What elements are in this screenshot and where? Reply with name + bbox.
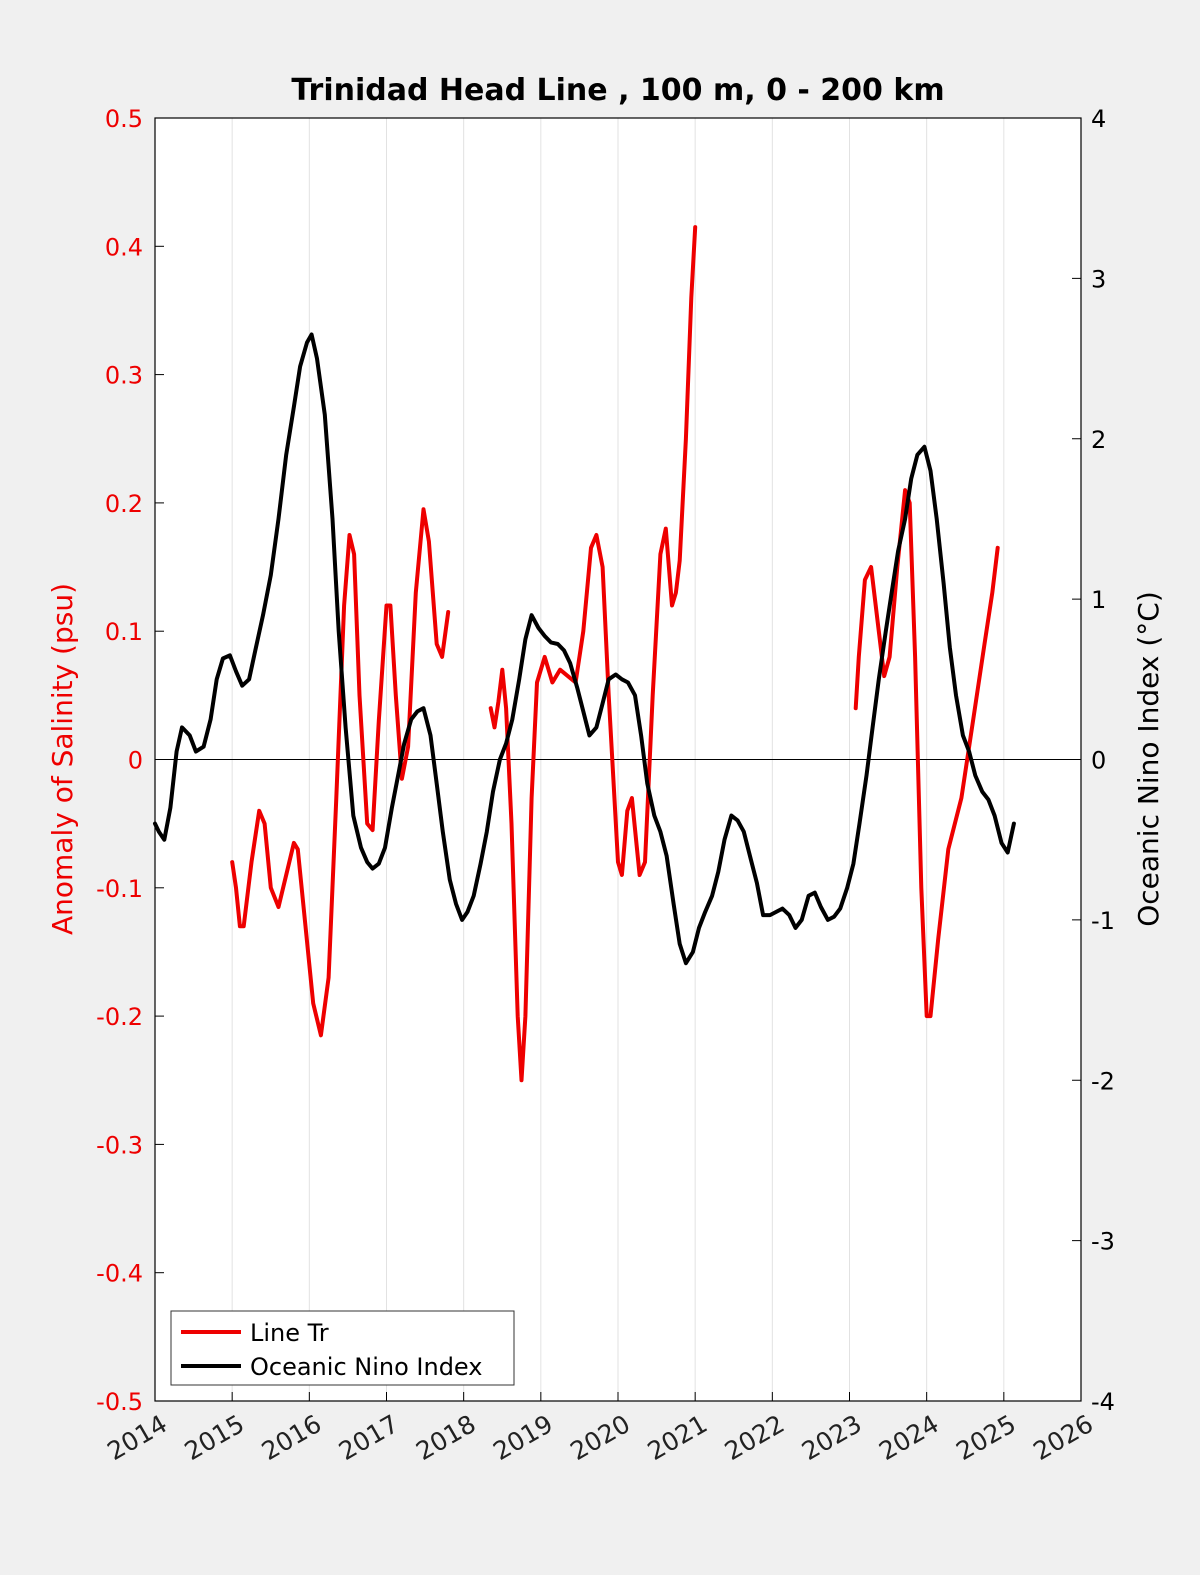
legend-box [170,1310,515,1386]
y-tick-label-right: -2 [1091,1067,1115,1095]
y-tick-label-left: 0.3 [105,362,143,390]
y-tick-label-left: -0.2 [96,1003,143,1031]
salinity-series-line [488,225,698,1083]
x-tick-label: 2018 [411,1409,481,1466]
right-axis: 4 3 2 1 0 -1 -2 -3 -4 [1072,105,1115,1416]
x-tick-label: 2017 [334,1409,404,1466]
x-tick-label: 2014 [102,1409,172,1466]
y-tick-label-left: -0.4 [96,1260,143,1288]
x-tick-label: 2022 [720,1409,790,1466]
x-tick-label: 2015 [180,1409,250,1466]
y-tick-label-right: -1 [1091,907,1115,935]
x-tick-label: 2016 [257,1409,327,1466]
y-tick-label-right: -4 [1091,1388,1115,1416]
y-axis-label-left: Anomaly of Salinity (psu) [46,583,79,935]
y-tick-label-left: 0.1 [105,618,143,646]
x-tick-label: 2019 [488,1409,558,1466]
y-tick-label-right: 0 [1091,747,1106,775]
left-axis: 0.5 0.4 0.3 0.2 0.1 0 -0.1 -0.2 -0.3 -0.4 -0.5 [96,105,164,1416]
y-axis-label-right: Oceanic Nino Index (°C) [1132,591,1165,927]
legend: Line Tr Oceanic Nino Index [170,1310,515,1386]
x-tick-label: 2025 [951,1409,1021,1466]
y-tick-label-right: 4 [1091,105,1106,133]
x-tick-label: 2023 [797,1409,867,1466]
oni-series-line [153,332,1016,966]
x-tick-label: 2026 [1028,1409,1098,1466]
y-tick-label-left: 0.4 [105,233,143,261]
y-tick-label-left: 0.2 [105,490,143,518]
y-tick-label-left: -0.3 [96,1131,143,1159]
y-tick-label-right: 2 [1091,426,1106,454]
x-axis: 2014 2015 2016 2017 2018 2019 2020 2021 2022 2023… [102,1392,1098,1466]
y-tick-label-right: 1 [1091,586,1106,614]
y-tick-label-left: 0 [128,747,143,775]
legend-label-salinity: Line Tr [250,1319,329,1347]
x-tick-label: 2024 [874,1409,944,1466]
x-tick-label: 2021 [643,1409,713,1466]
y-tick-label-left: -0.5 [96,1388,143,1416]
y-tick-label-right: 3 [1091,265,1106,293]
y-tick-label-right: -3 [1091,1228,1115,1256]
chart-title: Trinidad Head Line , 100 m, 0 - 200 km [291,73,944,108]
series-layer [153,225,1016,1083]
legend-label-oni: Oceanic Nino Index [250,1353,482,1381]
x-tick-label: 2020 [565,1409,635,1466]
salinity-series-line [230,507,451,1038]
y-tick-label-left: -0.1 [96,875,143,903]
y-tick-label-left: 0.5 [105,105,143,133]
